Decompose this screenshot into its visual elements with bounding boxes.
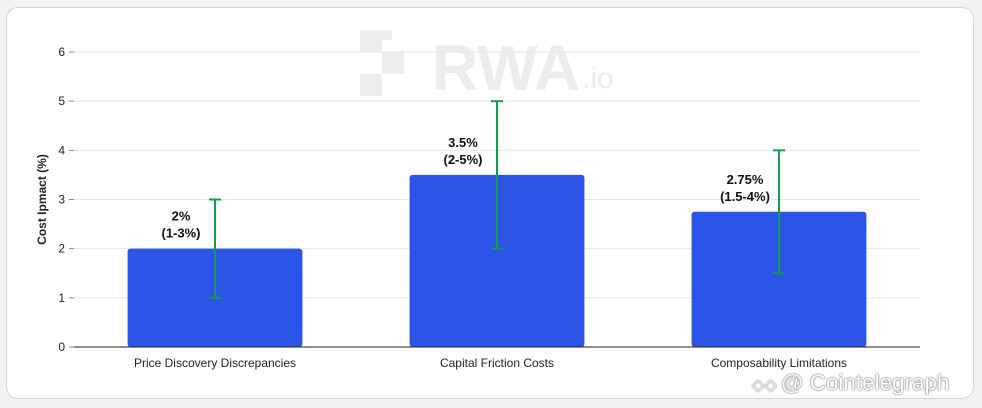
- data-label-range: (2-5%): [443, 152, 482, 167]
- x-tick-label: Composability Limitations: [711, 356, 847, 370]
- y-tick-label: 3: [58, 193, 65, 207]
- data-label-value: 2%: [172, 209, 191, 224]
- y-tick-label: 5: [58, 94, 65, 108]
- watermark-suffix: .io: [582, 62, 614, 95]
- watermark-logo-block: [360, 74, 382, 96]
- rwa-logo-icon: [360, 30, 404, 96]
- x-axis-labels: Price Discovery Discrepancies Capital Fri…: [134, 356, 847, 370]
- data-label-value: 3.5%: [448, 135, 478, 150]
- y-tick-label: 4: [58, 143, 65, 157]
- watermark-logo-block: [360, 30, 382, 52]
- watermark-logo-block: [382, 52, 404, 74]
- x-tick-label: Price Discovery Discrepancies: [134, 356, 296, 370]
- watermark-text: RWA: [432, 32, 580, 104]
- y-tick-label: 1: [58, 291, 65, 305]
- rwa-watermark: RWA .io: [360, 30, 614, 104]
- error-bars: [209, 100, 785, 299]
- watermark-logo-block: [382, 30, 392, 40]
- y-tick-label: 2: [58, 242, 65, 256]
- bar: [409, 174, 585, 347]
- data-label-range: (1.5-4%): [720, 189, 770, 204]
- y-axis-ticks: 0 1 2 3 4 5 6: [58, 45, 74, 354]
- data-labels: 2% (1-3%) 3.5% (2-5%) 2.75% (1.5-4%): [161, 135, 769, 241]
- y-axis-label: Cost Ipmact (%): [35, 154, 49, 245]
- y-tick-label: 0: [58, 340, 65, 354]
- data-label-range: (1-3%): [161, 226, 200, 241]
- data-label-value: 2.75%: [727, 172, 764, 187]
- cointelegraph-credit: ◇◇ @ Cointelegraph: [752, 370, 949, 396]
- y-tick-label: 6: [58, 45, 65, 59]
- bar: [691, 211, 867, 347]
- cointelegraph-logo-icon: ◇◇: [752, 377, 778, 394]
- credit-text: @ Cointelegraph: [781, 370, 950, 395]
- x-tick-label: Capital Friction Costs: [440, 356, 554, 370]
